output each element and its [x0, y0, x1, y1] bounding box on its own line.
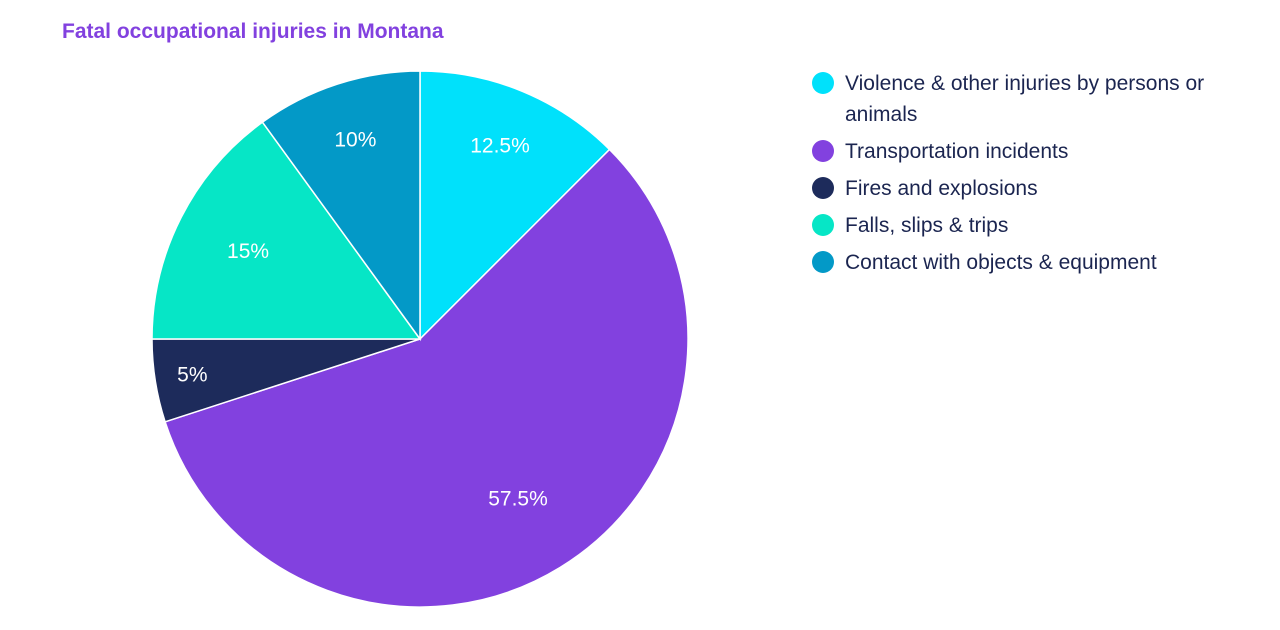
legend-swatch-falls: [812, 214, 834, 236]
legend-swatch-fires: [812, 177, 834, 199]
legend-item-falls[interactable]: Falls, slips & trips: [812, 210, 1252, 241]
legend-item-transportation[interactable]: Transportation incidents: [812, 136, 1252, 167]
legend-label-contact: Contact with objects & equipment: [845, 251, 1157, 274]
pie-slice-contact[interactable]: [261, 70, 421, 342]
legend-swatch-contact: [812, 251, 834, 273]
chart-title: Fatal occupational injuries in Montana: [62, 20, 444, 43]
slice-label-contact: 10%: [334, 129, 376, 152]
legend-item-fires[interactable]: Fires and explosions: [812, 173, 1252, 204]
legend-label-violence: Violence & other injuries by persons or …: [845, 72, 1205, 126]
legend-swatch-transportation: [812, 140, 834, 162]
legend-swatch-violence: [812, 72, 834, 94]
slice-label-violence: 12.5%: [470, 134, 530, 157]
slice-label-fires: 5%: [177, 364, 207, 387]
legend-item-contact[interactable]: Contact with objects & equipment: [812, 247, 1252, 278]
slice-label-transportation: 57.5%: [488, 487, 548, 510]
legend-label-fires: Fires and explosions: [845, 177, 1038, 200]
legend: Violence & other injuries by persons or …: [812, 68, 1252, 284]
legend-label-transportation: Transportation incidents: [845, 140, 1069, 163]
legend-label-falls: Falls, slips & trips: [845, 214, 1009, 237]
pie-slice-violence[interactable]: [419, 70, 611, 341]
slice-label-falls: 15%: [227, 240, 269, 263]
pie-slice-falls[interactable]: [151, 121, 422, 340]
pie-slice-transportation[interactable]: [164, 148, 689, 608]
legend-item-violence[interactable]: Violence & other injuries by persons or …: [812, 68, 1252, 130]
pie-chart: 12.5% 57.5% 5% 15% 10%: [151, 70, 689, 608]
